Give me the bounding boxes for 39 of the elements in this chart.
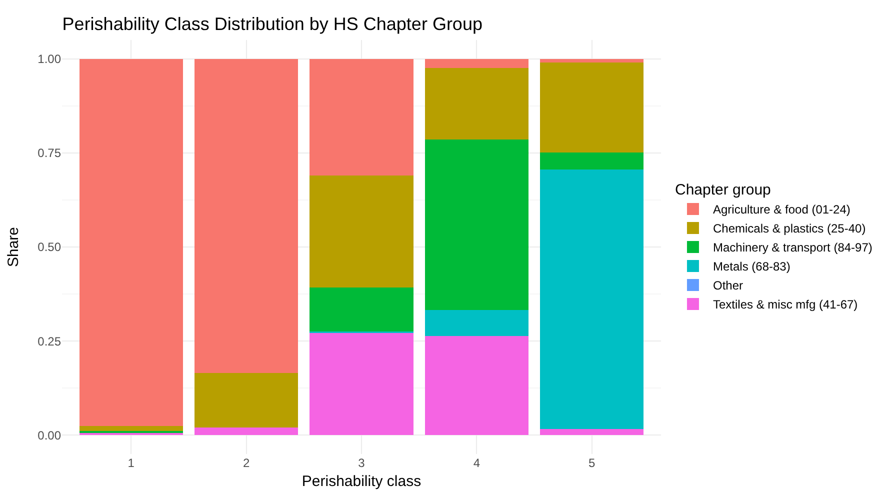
y-tick-label: 0.50	[38, 240, 62, 254]
bar	[540, 152, 644, 170]
bar	[540, 169, 644, 430]
bar	[194, 428, 298, 436]
y-tick-label: 0.00	[38, 428, 62, 442]
legend-title: Chapter group	[674, 182, 771, 198]
bar	[310, 332, 414, 436]
bar	[424, 140, 529, 310]
x-tick-label: 3	[358, 456, 366, 470]
bar	[194, 373, 298, 428]
bar	[79, 426, 183, 432]
y-tick-label: 0.75	[38, 146, 62, 160]
y-tick-label: 1.00	[38, 52, 62, 66]
y-axis-title: Share	[4, 226, 22, 268]
bar	[424, 58, 529, 68]
chart-title: Perishability Class Distribution by HS Chapter Group	[62, 14, 482, 34]
x-tick-label: 1	[128, 456, 135, 470]
legend-label: Agriculture & food (01-24)	[712, 202, 850, 217]
legend-label: Metals (68-83)	[712, 260, 790, 274]
bar	[424, 68, 529, 140]
bar	[79, 58, 183, 426]
legend-label: Textiles & misc mfg (41-67)	[712, 298, 858, 312]
x-tick-label: 2	[242, 456, 250, 470]
bar	[540, 58, 644, 63]
bar	[194, 58, 298, 374]
x-axis-title: Perishability class	[302, 473, 422, 490]
bar	[310, 175, 414, 288]
bar	[424, 310, 529, 336]
bar	[310, 58, 414, 176]
legend-label: Other	[712, 278, 743, 293]
bar	[310, 288, 414, 332]
legend-label: Chemicals & plastics (25-40)	[712, 222, 866, 236]
bar	[540, 62, 644, 153]
legend-label: Machinery & transport (84-97)	[712, 240, 872, 255]
bar	[540, 429, 644, 436]
bar	[424, 336, 529, 436]
y-tick-label: 0.25	[38, 334, 62, 348]
x-tick-label: 4	[473, 456, 480, 470]
x-tick-label: 5	[588, 456, 596, 470]
